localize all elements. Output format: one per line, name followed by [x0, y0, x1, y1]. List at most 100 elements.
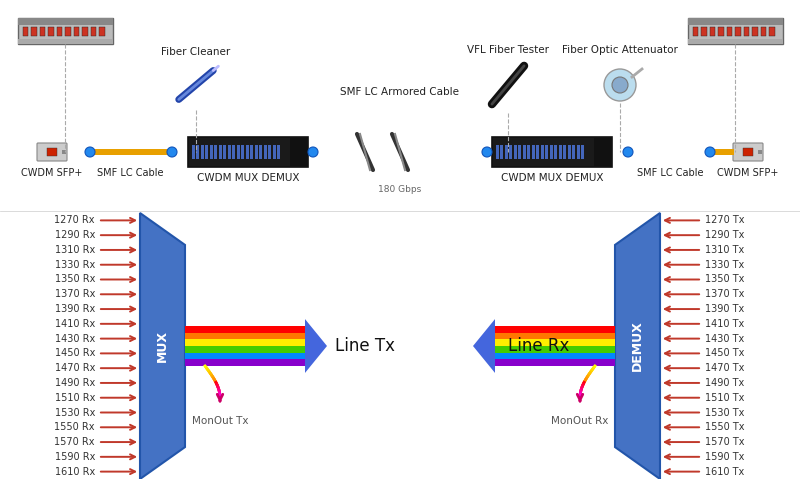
Text: CWDM SFP+: CWDM SFP+ — [718, 168, 778, 178]
Polygon shape — [140, 213, 185, 479]
Bar — [693, 27, 698, 36]
Polygon shape — [495, 326, 615, 333]
Text: 1370 Tx: 1370 Tx — [705, 289, 744, 299]
FancyBboxPatch shape — [18, 18, 113, 44]
Bar — [572, 145, 575, 159]
Bar — [218, 145, 222, 159]
Bar — [710, 149, 734, 155]
Bar — [74, 27, 79, 36]
Polygon shape — [305, 319, 327, 373]
Polygon shape — [495, 353, 615, 359]
Text: 1330 Tx: 1330 Tx — [705, 260, 744, 270]
Bar — [259, 145, 262, 159]
Text: 1430 Rx: 1430 Rx — [54, 333, 95, 343]
Bar — [223, 145, 226, 159]
Bar — [277, 145, 281, 159]
Bar — [487, 149, 492, 155]
Bar — [568, 145, 571, 159]
Text: 1610 Tx: 1610 Tx — [705, 467, 744, 477]
Text: 1550 Rx: 1550 Rx — [54, 422, 95, 432]
Text: 1470 Tx: 1470 Tx — [705, 363, 744, 373]
Bar — [769, 27, 775, 36]
Circle shape — [705, 147, 715, 157]
Circle shape — [604, 69, 636, 101]
Text: 1490 Rx: 1490 Rx — [54, 378, 95, 388]
FancyBboxPatch shape — [733, 143, 763, 161]
Polygon shape — [495, 359, 615, 366]
Text: 1550 Tx: 1550 Tx — [705, 422, 745, 432]
Text: 1590 Tx: 1590 Tx — [705, 452, 744, 462]
Bar — [743, 27, 750, 36]
Bar — [718, 27, 724, 36]
Bar — [214, 145, 218, 159]
Bar — [22, 27, 29, 36]
Bar — [205, 145, 209, 159]
Text: MUX: MUX — [156, 330, 169, 362]
FancyBboxPatch shape — [188, 137, 308, 167]
Bar — [254, 145, 258, 159]
Bar — [250, 145, 254, 159]
Text: MonOut Tx: MonOut Tx — [192, 416, 248, 426]
Circle shape — [167, 147, 177, 157]
Bar — [90, 149, 172, 155]
FancyBboxPatch shape — [492, 137, 612, 167]
Text: CWDM MUX DEMUX: CWDM MUX DEMUX — [501, 173, 603, 183]
Polygon shape — [185, 359, 305, 366]
Bar — [687, 18, 782, 24]
Bar — [563, 145, 566, 159]
Text: 1290 Rx: 1290 Rx — [54, 230, 95, 240]
Circle shape — [482, 147, 492, 157]
Bar — [237, 145, 240, 159]
Bar — [496, 145, 499, 159]
Bar — [99, 27, 105, 36]
Bar — [264, 145, 267, 159]
Bar — [31, 27, 37, 36]
Bar — [39, 27, 46, 36]
Text: 1410 Rx: 1410 Rx — [54, 319, 95, 329]
Bar — [505, 145, 508, 159]
Bar — [541, 145, 544, 159]
Bar — [735, 27, 741, 36]
Bar — [514, 145, 517, 159]
Bar — [594, 138, 611, 166]
Text: 1530 Rx: 1530 Rx — [54, 408, 95, 418]
Bar — [687, 39, 782, 44]
Bar — [761, 27, 766, 36]
Bar — [701, 27, 707, 36]
Text: 1410 Tx: 1410 Tx — [705, 319, 744, 329]
Bar — [550, 145, 553, 159]
Bar — [536, 145, 539, 159]
Text: 1450 Tx: 1450 Tx — [705, 348, 744, 358]
Bar — [558, 145, 562, 159]
Polygon shape — [185, 353, 305, 359]
Circle shape — [612, 77, 628, 93]
Polygon shape — [615, 213, 660, 479]
Bar — [518, 145, 522, 159]
Bar — [308, 149, 313, 155]
Bar — [18, 18, 113, 24]
Bar — [500, 145, 503, 159]
Text: MonOut Rx: MonOut Rx — [551, 416, 609, 426]
Polygon shape — [495, 339, 615, 346]
Text: 1490 Tx: 1490 Tx — [705, 378, 744, 388]
Text: CWDM SFP+: CWDM SFP+ — [22, 168, 82, 178]
Polygon shape — [185, 339, 305, 346]
Bar — [18, 39, 113, 44]
Text: 1270 Rx: 1270 Rx — [54, 216, 95, 226]
Bar — [743, 148, 753, 156]
Bar — [581, 145, 585, 159]
Text: SMF LC Cable: SMF LC Cable — [97, 168, 163, 178]
Circle shape — [85, 147, 95, 157]
Text: 1510 Rx: 1510 Rx — [54, 393, 95, 403]
Bar — [210, 145, 213, 159]
Text: 1390 Rx: 1390 Rx — [54, 304, 95, 314]
Bar — [196, 145, 199, 159]
Text: Line Tx: Line Tx — [335, 337, 395, 355]
Text: 180 Gbps: 180 Gbps — [378, 185, 422, 194]
Text: DEMUX: DEMUX — [631, 320, 644, 371]
Text: 1310 Tx: 1310 Tx — [705, 245, 744, 255]
Text: Fiber Cleaner: Fiber Cleaner — [162, 47, 230, 57]
Text: Line Rx: Line Rx — [508, 337, 570, 355]
Text: 1450 Rx: 1450 Rx — [54, 348, 95, 358]
FancyBboxPatch shape — [37, 143, 67, 161]
